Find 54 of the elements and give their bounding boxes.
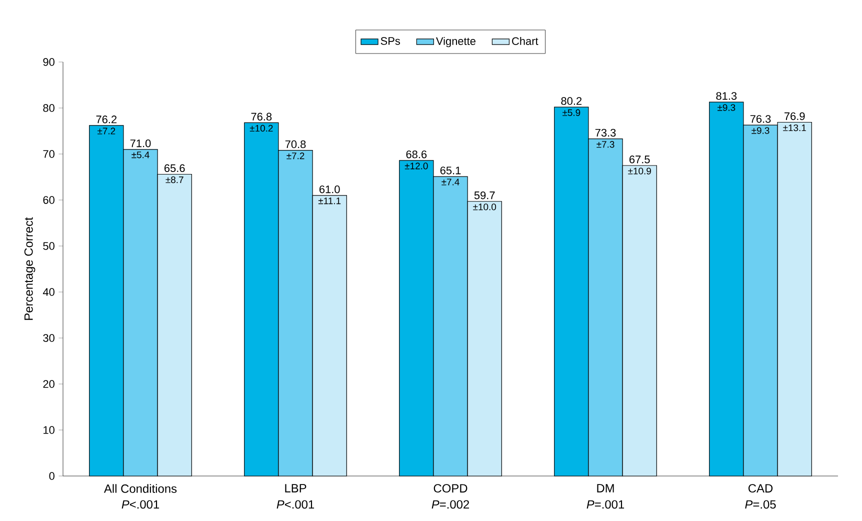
text: P<.001 bbox=[122, 500, 160, 509]
y-tick-label: 20 bbox=[43, 380, 54, 388]
y-tick-label: 10 bbox=[44, 426, 54, 434]
y-tick-label: 40 bbox=[42, 288, 54, 296]
x-tick-label: CAD bbox=[748, 484, 773, 493]
data-label: 76.3 bbox=[750, 115, 771, 123]
y-tick-label: 50 bbox=[43, 242, 54, 250]
annotation: ±10.9 bbox=[628, 168, 651, 174]
legend-label: Chart bbox=[512, 36, 538, 46]
data-label: 59.7 bbox=[474, 191, 495, 200]
data-label: 73.3 bbox=[595, 128, 616, 137]
annotation: ±7.3 bbox=[596, 141, 614, 148]
x-tick-label: All Conditions bbox=[104, 484, 177, 493]
data-label: 68.6 bbox=[406, 150, 427, 158]
annotation: ±9.3 bbox=[718, 104, 736, 111]
data-label: 80.2 bbox=[561, 97, 582, 105]
data-label: 76.9 bbox=[784, 112, 805, 120]
annotation: ±10.2 bbox=[250, 124, 273, 132]
data-label: 81.3 bbox=[716, 92, 737, 100]
data-label: 76.2 bbox=[96, 116, 117, 124]
annotation: ±12.0 bbox=[404, 162, 428, 170]
y-tick-label: 70 bbox=[43, 150, 54, 158]
text: P<.001 bbox=[276, 500, 314, 509]
annotation: ±5.9 bbox=[562, 109, 580, 116]
annotation: ±13.1 bbox=[783, 124, 806, 132]
y-axis-title: Percentage Correct bbox=[24, 217, 36, 320]
annotation: ±5.4 bbox=[132, 152, 150, 158]
x-tick-label: LBP bbox=[285, 484, 306, 492]
x-tick-label: DM bbox=[597, 484, 614, 492]
data-label: 65.6 bbox=[164, 164, 185, 172]
y-tick-label: 80 bbox=[43, 104, 54, 112]
data-label: 71.0 bbox=[130, 139, 151, 148]
y-tick-label: 0 bbox=[49, 472, 54, 480]
text: P=.001 bbox=[586, 500, 624, 509]
annotation: ±11.1 bbox=[318, 198, 341, 204]
annotation: ±7.2 bbox=[286, 152, 304, 160]
text: P=.05 bbox=[745, 500, 776, 509]
annotation: ±7.4 bbox=[442, 178, 460, 186]
data-label: 70.8 bbox=[285, 140, 306, 148]
annotation: ±10.0 bbox=[473, 204, 496, 210]
text: P=.002 bbox=[432, 500, 470, 509]
legend-label: SPs bbox=[380, 37, 400, 45]
y-tick-label: 30 bbox=[43, 334, 54, 342]
y-tick-label: 60 bbox=[43, 196, 54, 204]
y-tick-label: 90 bbox=[43, 58, 54, 66]
annotation: ±8.7 bbox=[166, 176, 184, 184]
data-label: 65.1 bbox=[440, 166, 461, 174]
data-label: 67.5 bbox=[630, 156, 650, 164]
data-label: 76.8 bbox=[251, 112, 272, 121]
data-label: 61.0 bbox=[320, 185, 340, 194]
legend-label: Vignette bbox=[436, 36, 476, 48]
annotation: ±7.2 bbox=[98, 128, 116, 134]
x-tick-label: COPD bbox=[434, 484, 468, 493]
annotation: ±9.3 bbox=[752, 127, 770, 134]
